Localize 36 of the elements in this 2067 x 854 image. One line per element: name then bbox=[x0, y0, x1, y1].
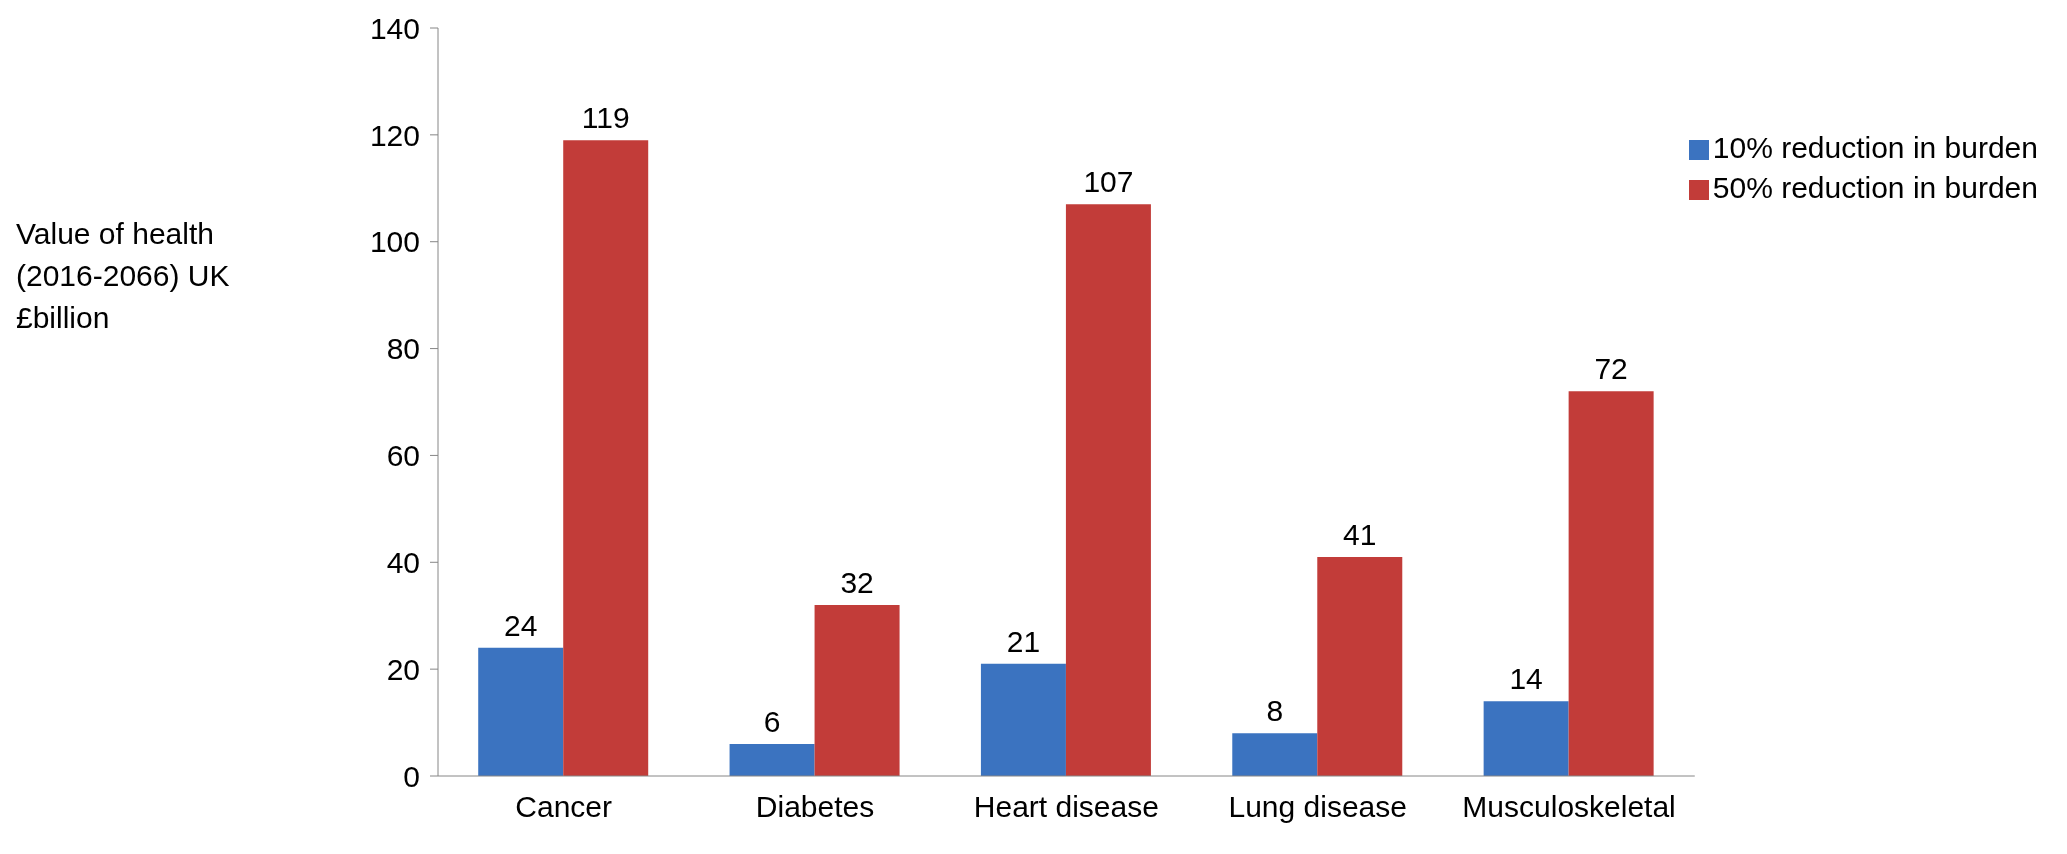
data-label: 24 bbox=[504, 608, 538, 642]
y-tick-label: 100 bbox=[369, 225, 420, 259]
bar bbox=[1232, 733, 1318, 776]
bar bbox=[980, 663, 1066, 776]
data-label: 14 bbox=[1509, 662, 1543, 696]
data-label: 107 bbox=[1083, 165, 1134, 199]
y-tick-label: 60 bbox=[386, 439, 420, 473]
x-tick-label: Heart disease bbox=[973, 790, 1159, 824]
bar bbox=[478, 647, 564, 776]
bar bbox=[729, 743, 815, 776]
data-label: 41 bbox=[1343, 517, 1377, 551]
data-label: 119 bbox=[581, 101, 630, 135]
legend-label: 10% reduction in burden bbox=[1712, 131, 2038, 164]
bar bbox=[1317, 556, 1403, 776]
y-tick-label: 80 bbox=[386, 332, 420, 366]
y-tick-label: 0 bbox=[403, 759, 420, 793]
x-tick-label: Cancer bbox=[515, 790, 613, 824]
y-tick-label: 120 bbox=[369, 118, 420, 152]
bar bbox=[1483, 701, 1569, 776]
bar bbox=[1065, 204, 1151, 776]
data-label: 72 bbox=[1594, 352, 1628, 386]
x-tick-label: Musculoskeletal bbox=[1462, 790, 1676, 824]
data-label: 21 bbox=[1006, 624, 1041, 658]
x-tick-label: Lung disease bbox=[1228, 790, 1407, 824]
data-label: 8 bbox=[1266, 694, 1284, 728]
x-tick-label: Diabetes bbox=[755, 790, 875, 824]
y-axis-title: Value of health (2016-2066) UK £billion bbox=[16, 216, 231, 336]
bar bbox=[563, 140, 649, 776]
y-tick-label: 140 bbox=[369, 11, 420, 45]
data-label: 32 bbox=[840, 566, 874, 600]
legend-label: 50% reduction in burden bbox=[1712, 171, 2038, 204]
data-label: 6 bbox=[763, 704, 781, 738]
y-tick-label: 40 bbox=[386, 545, 420, 579]
bar bbox=[814, 605, 900, 776]
bar bbox=[1568, 391, 1654, 776]
y-tick-label: 20 bbox=[386, 652, 420, 686]
